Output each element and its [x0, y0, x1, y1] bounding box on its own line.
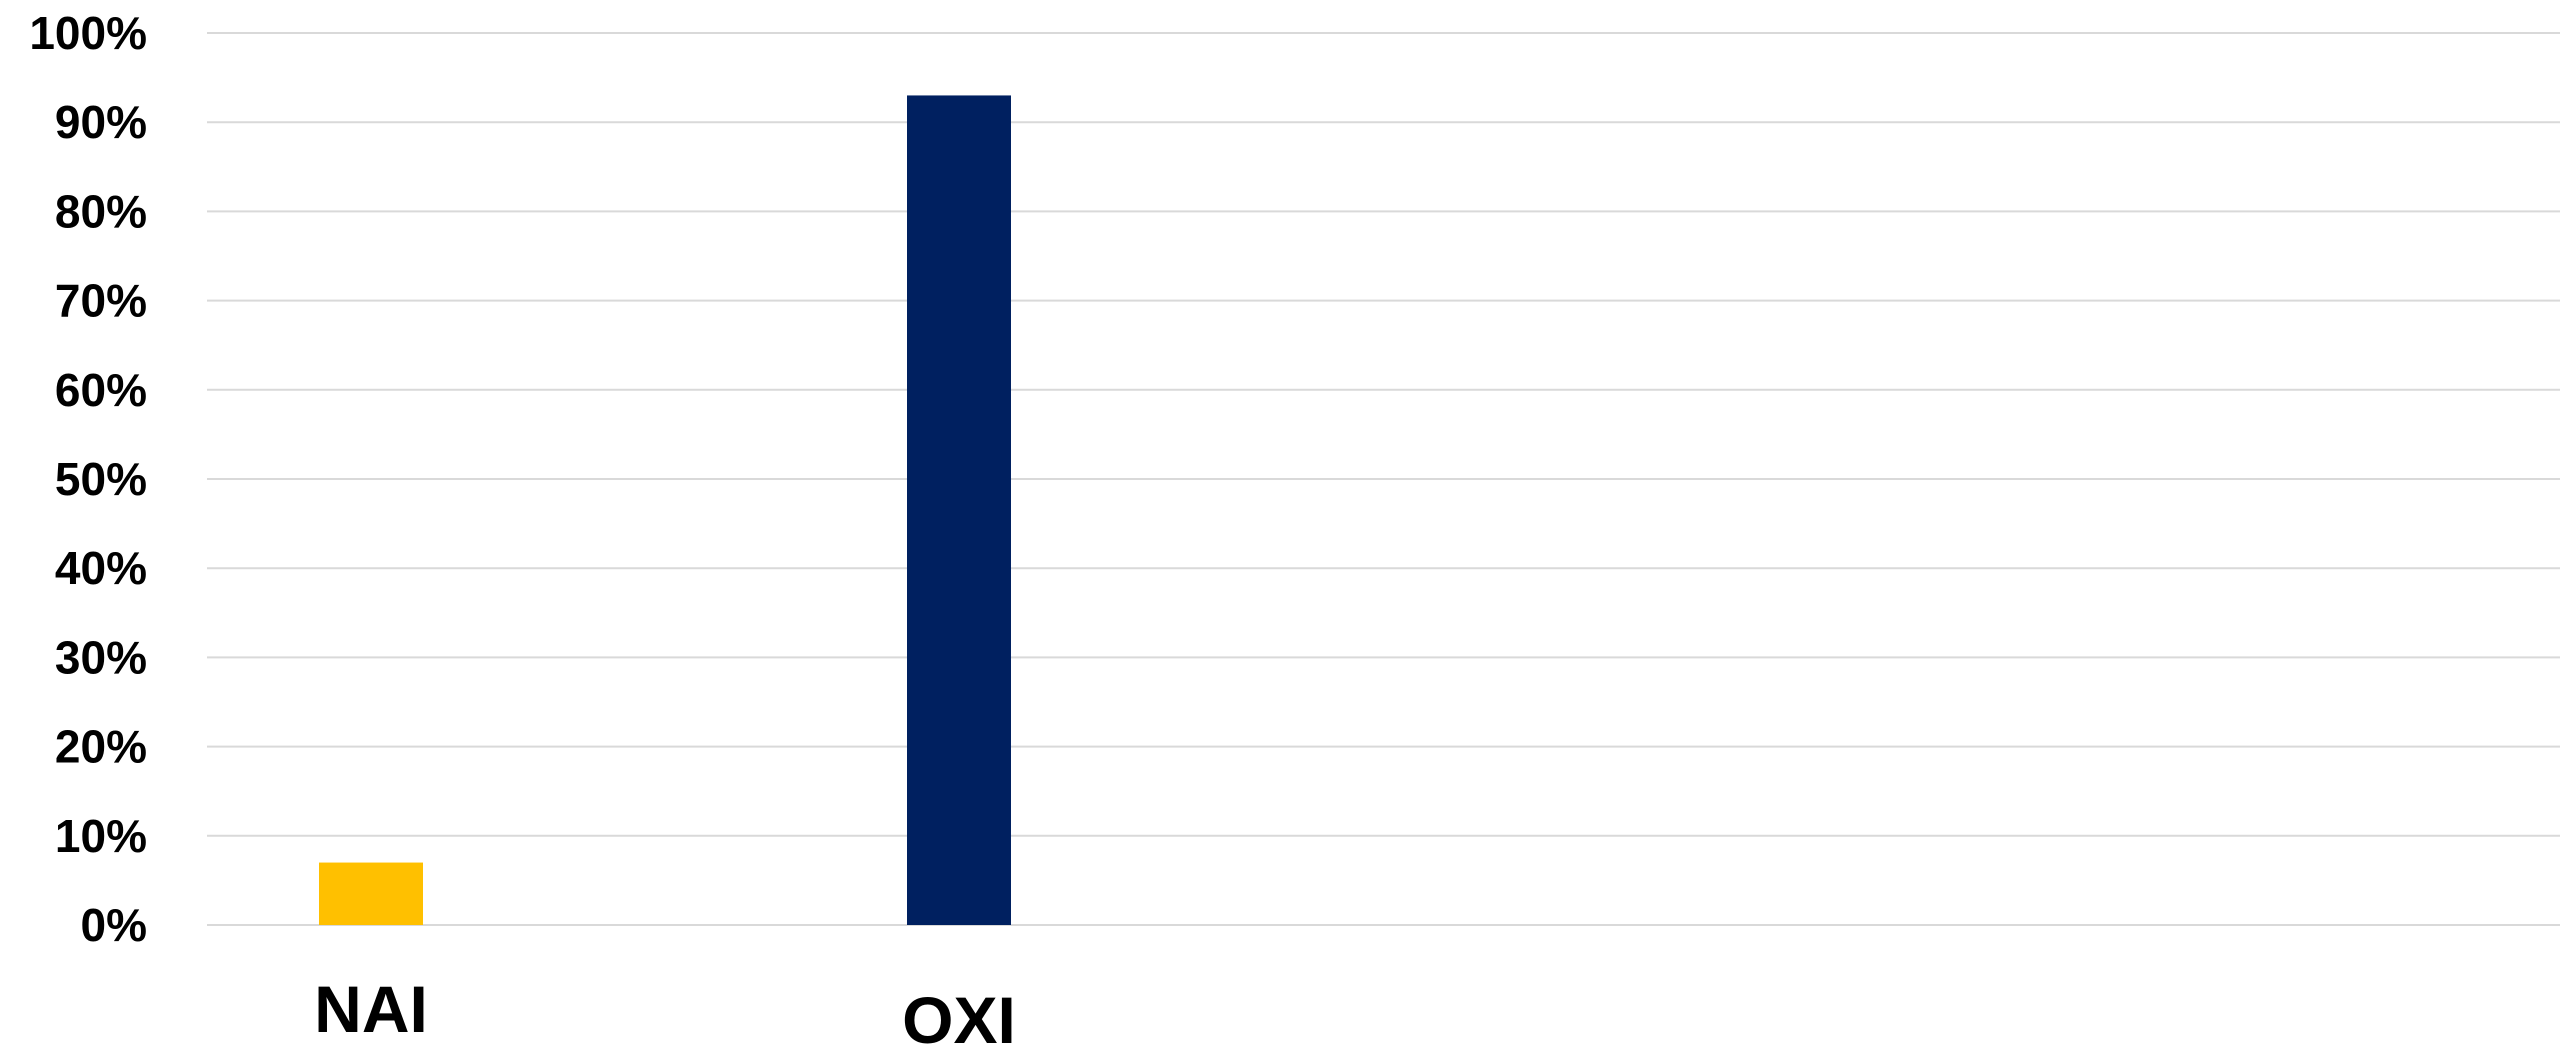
y-tick-label: 10%: [55, 810, 147, 862]
y-tick-label: 80%: [55, 185, 147, 237]
y-tick-label: 50%: [55, 453, 147, 505]
y-axis-tick-labels: 0% 10% 20% 30% 40% 50% 60% 70% 80% 90% 100%: [29, 7, 147, 951]
y-tick-label: 60%: [55, 364, 147, 416]
x-tick-label-nai: NAI: [314, 972, 428, 1046]
bar-oxi: [907, 95, 1011, 925]
y-tick-label: 20%: [55, 721, 147, 773]
bars: [319, 95, 1011, 925]
y-tick-label: 90%: [55, 96, 147, 148]
y-tick-label: 40%: [55, 542, 147, 594]
y-tick-label: 70%: [55, 275, 147, 327]
gridlines: [207, 32, 2560, 926]
x-tick-label-oxi: OXI: [902, 983, 1016, 1047]
bar-nai: [319, 862, 423, 925]
x-axis-tick-labels: NAI OXI: [314, 972, 1016, 1047]
y-tick-label: 100%: [29, 7, 147, 59]
y-tick-label: 30%: [55, 631, 147, 683]
y-tick-label: 0%: [81, 899, 147, 951]
